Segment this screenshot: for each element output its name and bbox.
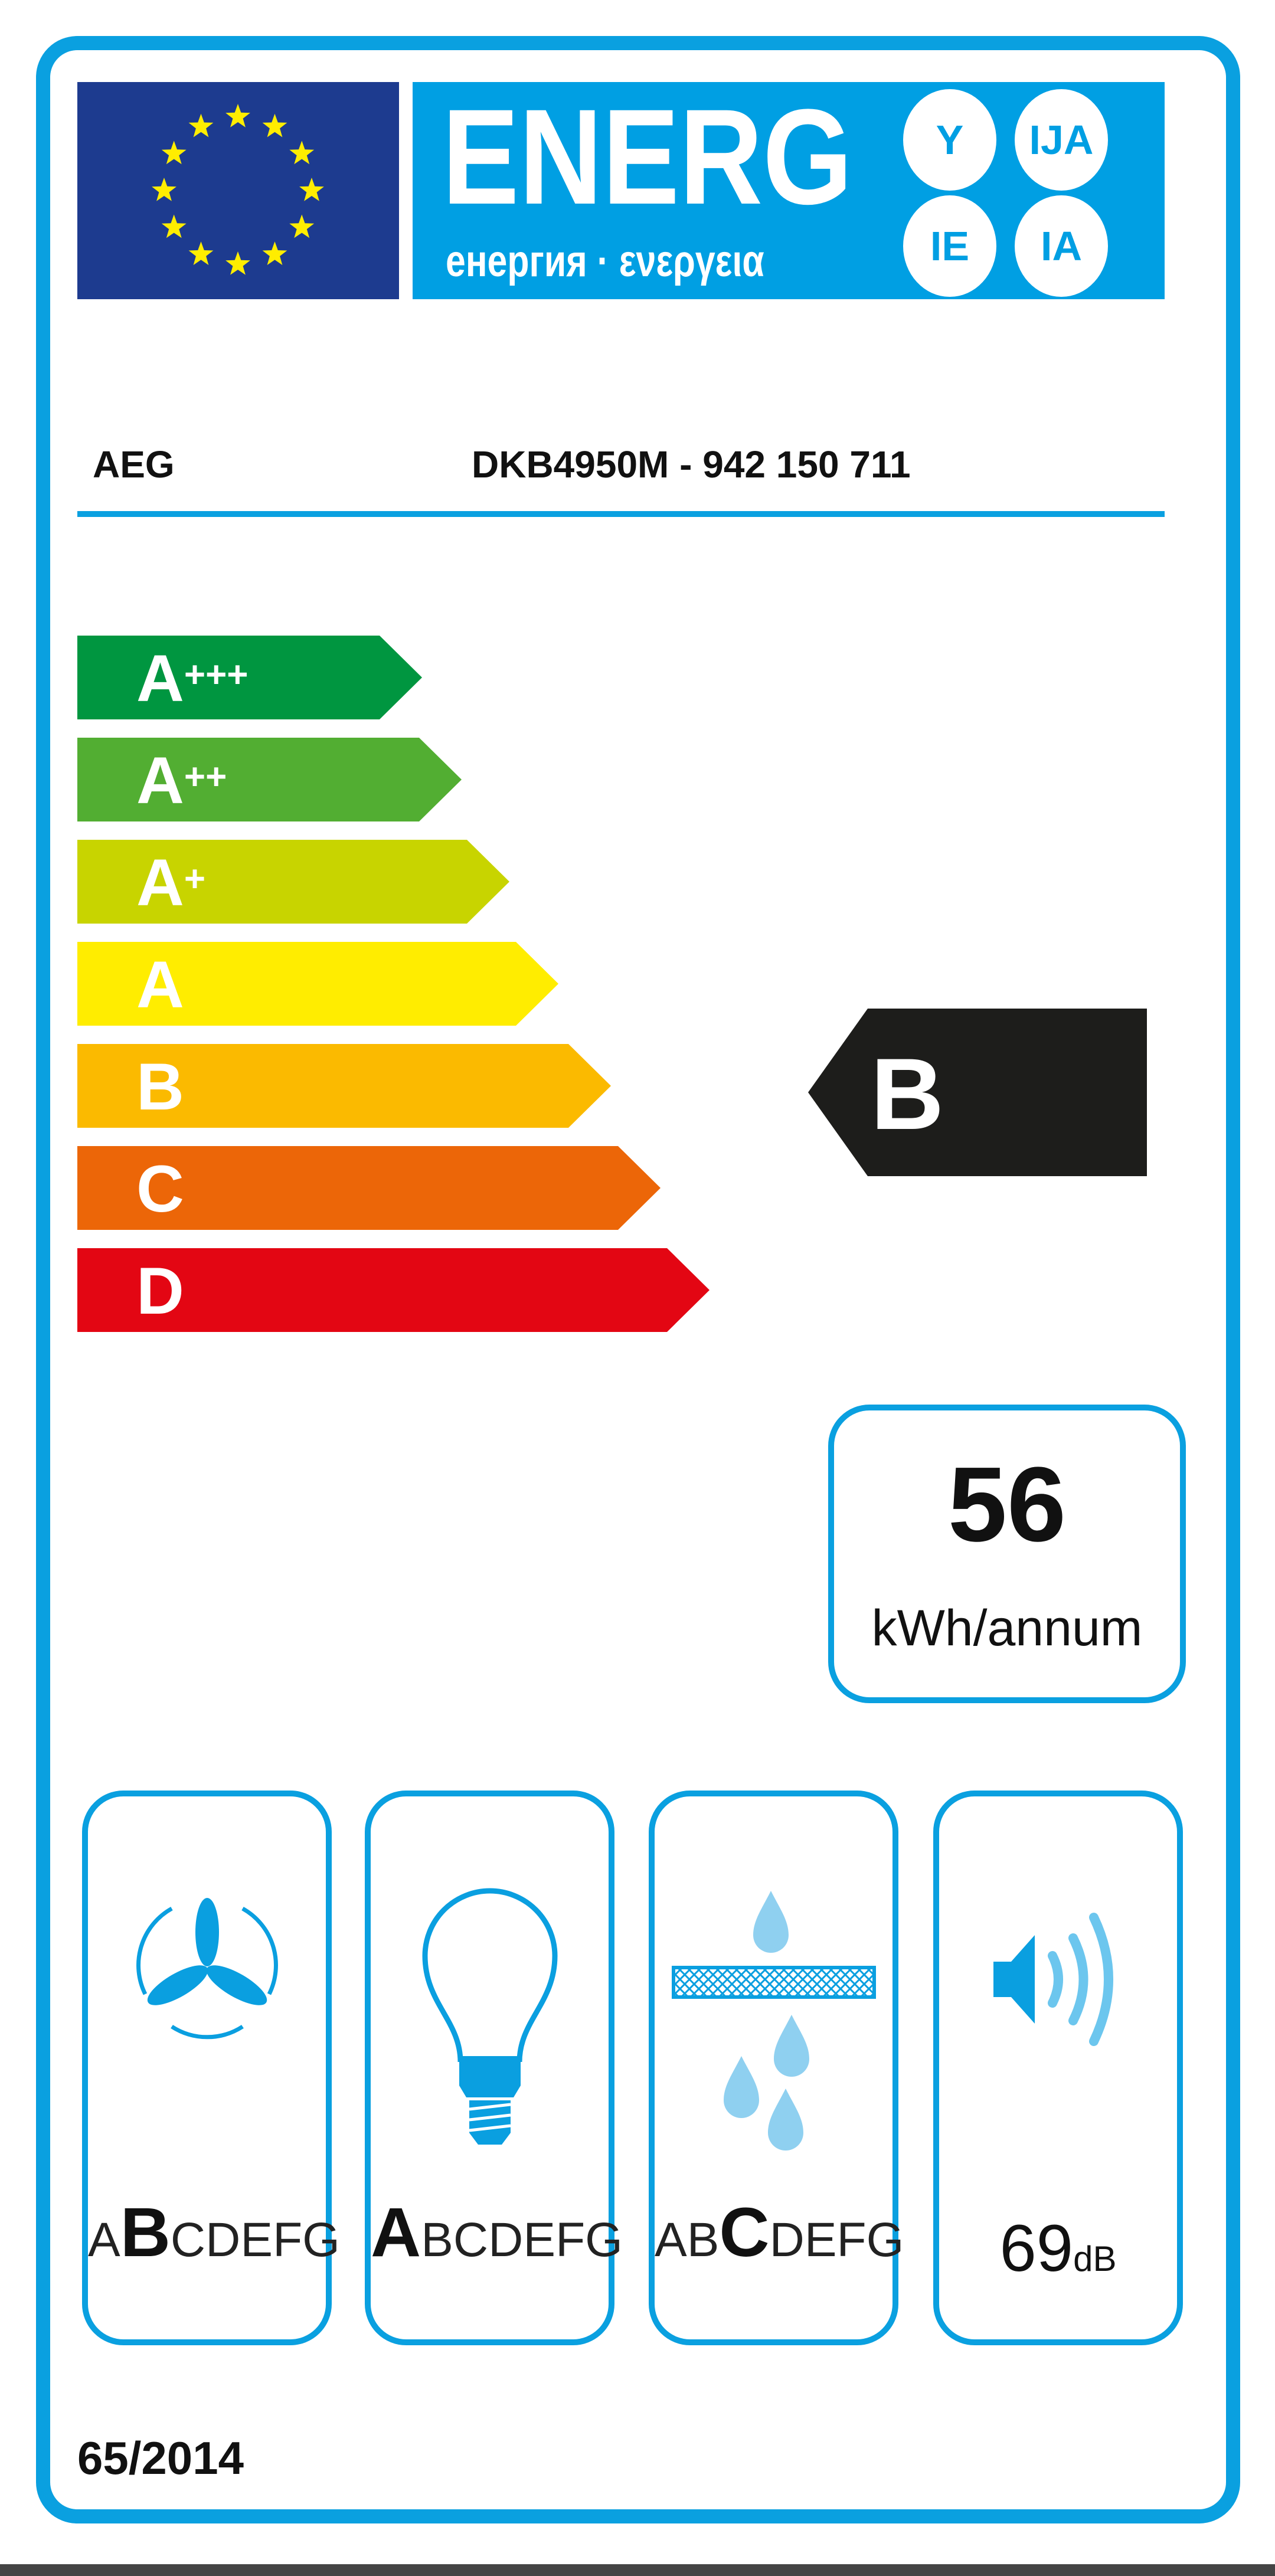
eu-star-icon [289, 140, 315, 165]
grease-filtering-class-scale: ABCDEFG [655, 2198, 904, 2267]
suffix-ie: IE [903, 195, 996, 297]
class-letter: C [719, 2194, 770, 2271]
noise-box: 69dB [933, 1791, 1183, 2345]
class-letter: B [120, 2194, 171, 2271]
suffix-ija: IJA [1015, 89, 1108, 191]
class-letter: E [240, 2213, 273, 2267]
label-frame [36, 36, 1240, 2523]
consumption-unit: kWh/annum [871, 1600, 1143, 1657]
class-letter: F [273, 2213, 303, 2267]
fan-icon [136, 1898, 278, 2040]
eu-star-icon [225, 104, 250, 127]
eu-star-icon [262, 113, 287, 138]
class-letter: F [555, 2213, 586, 2267]
noise-level: 69dB [939, 2215, 1177, 2282]
model-number: DKB4950M - 942 150 711 [472, 443, 911, 486]
lighting-efficiency-box: ABCDEFG [365, 1791, 623, 2345]
class-letter: G [302, 2213, 340, 2267]
class-letter: E [804, 2213, 837, 2267]
consumption-value: 56 [947, 1445, 1067, 1564]
eu-flag [77, 82, 399, 299]
class-letter: C [170, 2213, 206, 2267]
class-letter: G [585, 2213, 623, 2267]
class-letter: A [88, 2213, 120, 2267]
noise-unit: dB [1073, 2239, 1117, 2279]
class-letter: A [371, 2194, 421, 2271]
class-letter: A [655, 2213, 687, 2267]
speaker-icon [993, 1913, 1113, 2046]
lighting-class-scale: ABCDEFG [371, 2198, 623, 2267]
eu-star-icon [188, 113, 214, 138]
brand-name: AEG [93, 443, 175, 486]
eu-star-icon [161, 140, 187, 165]
energy-banner: ENERG енергия · ενεργεια Y IJA IE IA [413, 82, 1165, 299]
fluid-dynamic-class-scale: ABCDEFG [88, 2198, 340, 2267]
grease-filter-icon [671, 1891, 876, 2151]
eu-stars-icon [152, 104, 324, 275]
energy-word: ENERG [442, 81, 853, 233]
fluid-dynamic-efficiency-box: ABCDEFG [82, 1791, 340, 2345]
eu-star-icon [262, 241, 287, 266]
class-letter: D [769, 2213, 805, 2267]
eu-star-icon [161, 214, 187, 238]
regulation-number: 65/2014 [77, 2432, 244, 2484]
eu-star-icon [152, 178, 176, 201]
class-letter: C [453, 2213, 489, 2267]
class-letter: E [523, 2213, 556, 2267]
bottom-edge [0, 2564, 1275, 2576]
lightbulb-icon [421, 1888, 558, 2145]
noise-value: 69 [999, 2211, 1074, 2285]
grease-filtering-box: ABCDEFG [649, 1791, 904, 2345]
class-letter: F [836, 2213, 867, 2267]
class-letter: G [866, 2213, 904, 2267]
energy-consumption-box: 56 kWh/annum [828, 1405, 1186, 1703]
eu-star-icon [188, 241, 214, 266]
eu-star-icon [299, 178, 324, 201]
energy-subtitle: енергия · ενεργεια [446, 236, 764, 286]
eu-star-icon [225, 251, 250, 275]
class-letter: B [421, 2213, 453, 2267]
suffix-y: Y [903, 89, 996, 191]
class-letter: D [488, 2213, 524, 2267]
class-letter: D [205, 2213, 241, 2267]
eu-star-icon [289, 214, 315, 238]
suffix-ia: IA [1015, 195, 1108, 297]
class-letter: B [686, 2213, 720, 2267]
divider [77, 511, 1165, 517]
